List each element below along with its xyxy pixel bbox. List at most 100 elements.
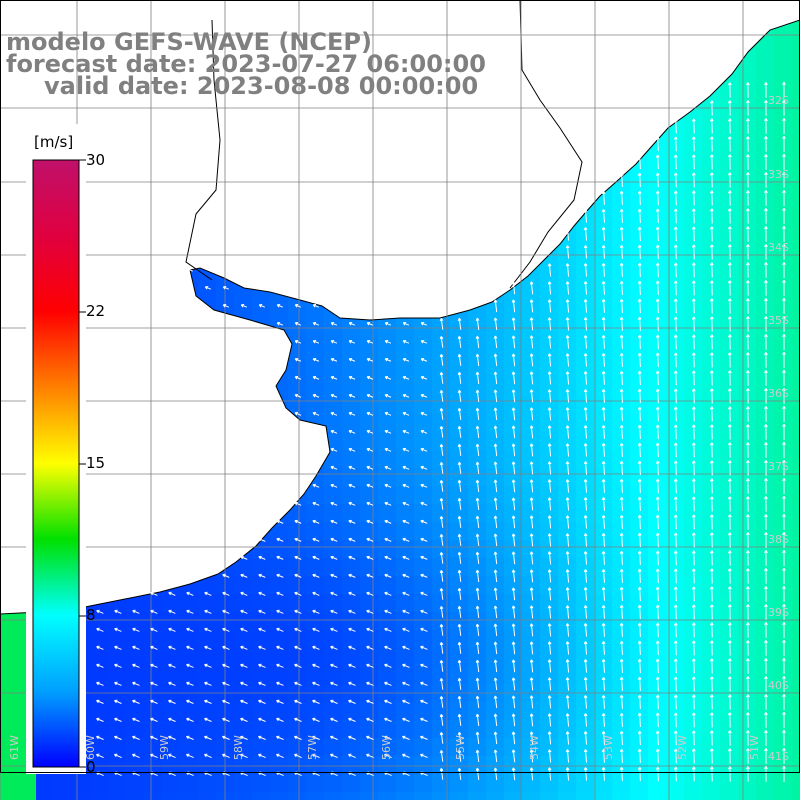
wind-arrow <box>673 460 678 476</box>
wind-arrow <box>114 681 122 686</box>
lat-label: 34S <box>768 241 789 254</box>
wind-arrow <box>709 262 714 278</box>
wind-arrow <box>782 477 786 494</box>
wind-arrow <box>637 496 642 512</box>
wind-arrow <box>96 627 104 632</box>
wind-arrow <box>764 459 768 476</box>
wind-arrow <box>746 370 750 386</box>
wind-arrow <box>439 695 444 708</box>
wind-arrow <box>240 753 248 758</box>
wind-arrow <box>348 663 356 668</box>
wind-arrow <box>746 226 750 242</box>
wind-arrow <box>673 226 678 242</box>
wind-arrow <box>709 604 714 620</box>
wind-arrow <box>96 645 104 650</box>
wind-arrow <box>583 281 588 295</box>
wind-arrow <box>565 623 570 637</box>
wind-arrow <box>366 735 374 740</box>
wind-arrow <box>746 172 750 188</box>
wind-arrow <box>132 753 140 758</box>
wind-arrow <box>547 371 552 385</box>
wind-arrow <box>402 717 410 722</box>
wind-arrow <box>493 389 498 403</box>
wind-arrow <box>655 712 660 728</box>
wind-arrow <box>691 406 696 422</box>
wind-arrow <box>204 717 212 722</box>
wind-arrow <box>727 748 732 764</box>
wind-arrow <box>691 694 696 710</box>
wind-arrow <box>439 425 444 438</box>
wind-arrow <box>475 371 480 385</box>
wind-arrow <box>547 515 552 529</box>
wind-arrow <box>583 767 588 781</box>
wind-arrow <box>475 461 480 475</box>
wind-arrow <box>457 551 462 564</box>
wind-arrow <box>186 717 194 722</box>
wind-arrow <box>240 699 248 704</box>
wind-arrow <box>746 352 750 368</box>
wind-arrow <box>240 609 248 614</box>
wind-arrow <box>348 339 356 344</box>
wind-arrow <box>637 370 642 386</box>
wind-arrow <box>637 712 642 728</box>
wind-arrow <box>727 532 732 548</box>
wind-arrow <box>348 717 356 722</box>
wind-arrow <box>402 681 410 686</box>
wind-arrow <box>222 304 230 308</box>
wind-arrow <box>601 370 606 385</box>
wind-arrow <box>312 393 320 398</box>
wind-arrow <box>619 568 624 583</box>
wind-arrow <box>637 640 642 656</box>
wind-arrow <box>673 514 678 530</box>
wind-arrow <box>457 677 462 690</box>
wind-arrow <box>547 677 552 691</box>
wind-arrow <box>746 676 750 692</box>
wind-arrow <box>420 447 428 452</box>
wind-arrow <box>511 587 516 601</box>
wind-arrow <box>709 568 714 584</box>
wind-arrow <box>439 713 444 726</box>
wind-arrow <box>330 339 338 344</box>
wind-arrow <box>222 735 230 740</box>
wind-arrow <box>294 537 302 542</box>
wind-arrow <box>457 515 462 528</box>
wind-arrow <box>746 208 750 224</box>
wind-arrow <box>565 443 570 457</box>
wind-arrow <box>384 663 392 668</box>
wind-arrow <box>222 645 230 650</box>
wind-arrow <box>276 537 284 542</box>
wind-arrow <box>384 591 392 596</box>
wind-arrow <box>673 568 678 584</box>
wind-arrow <box>132 717 140 722</box>
wind-arrow <box>782 675 786 692</box>
wind-arrow <box>493 551 498 565</box>
wind-arrow <box>330 483 338 488</box>
wind-arrow <box>673 550 678 566</box>
wind-arrow <box>655 460 660 476</box>
wind-arrow <box>547 623 552 637</box>
wind-arrow <box>439 515 444 528</box>
wind-arrow <box>637 676 642 692</box>
wind-arrow <box>420 645 428 650</box>
wind-arrow <box>565 605 570 619</box>
wind-arrow <box>420 555 428 560</box>
wind-arrow <box>547 425 552 439</box>
wind-arrow <box>655 586 660 602</box>
wind-arrow <box>619 208 624 223</box>
wind-arrow <box>764 405 768 422</box>
wind-arrow <box>366 321 374 326</box>
wind-arrow <box>366 447 374 452</box>
wind-arrow <box>186 609 194 614</box>
wind-arrow <box>637 280 642 296</box>
wind-arrow <box>709 712 714 728</box>
wind-arrow <box>727 172 732 188</box>
wind-arrow <box>222 609 230 614</box>
wind-arrow <box>312 304 320 308</box>
wind-arrow <box>727 136 732 152</box>
wind-arrow <box>583 677 588 691</box>
wind-arrow <box>168 645 176 650</box>
wind-arrow <box>637 244 642 260</box>
wind-arrow <box>764 243 768 260</box>
wind-arrow <box>384 627 392 632</box>
wind-arrow <box>511 533 516 547</box>
